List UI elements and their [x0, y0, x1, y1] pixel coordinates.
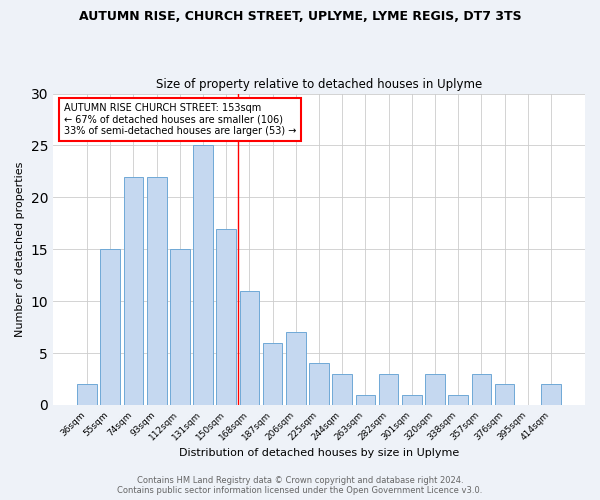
Bar [309, 364, 329, 405]
Bar [217, 228, 236, 405]
Bar [263, 342, 283, 405]
Bar [286, 332, 305, 405]
Bar [379, 374, 398, 405]
X-axis label: Distribution of detached houses by size in Uplyme: Distribution of detached houses by size … [179, 448, 459, 458]
Bar [193, 146, 213, 405]
Bar [332, 374, 352, 405]
Bar [124, 176, 143, 405]
Text: Contains HM Land Registry data © Crown copyright and database right 2024.
Contai: Contains HM Land Registry data © Crown c… [118, 476, 482, 495]
Bar [147, 176, 167, 405]
Bar [541, 384, 561, 405]
Bar [402, 394, 422, 405]
Text: AUTUMN RISE CHURCH STREET: 153sqm
← 67% of detached houses are smaller (106)
33%: AUTUMN RISE CHURCH STREET: 153sqm ← 67% … [64, 103, 296, 136]
Bar [170, 250, 190, 405]
Bar [100, 250, 120, 405]
Y-axis label: Number of detached properties: Number of detached properties [15, 162, 25, 337]
Text: AUTUMN RISE, CHURCH STREET, UPLYME, LYME REGIS, DT7 3TS: AUTUMN RISE, CHURCH STREET, UPLYME, LYME… [79, 10, 521, 23]
Bar [448, 394, 468, 405]
Bar [472, 374, 491, 405]
Title: Size of property relative to detached houses in Uplyme: Size of property relative to detached ho… [156, 78, 482, 91]
Bar [425, 374, 445, 405]
Bar [239, 291, 259, 405]
Bar [495, 384, 514, 405]
Bar [356, 394, 375, 405]
Bar [77, 384, 97, 405]
